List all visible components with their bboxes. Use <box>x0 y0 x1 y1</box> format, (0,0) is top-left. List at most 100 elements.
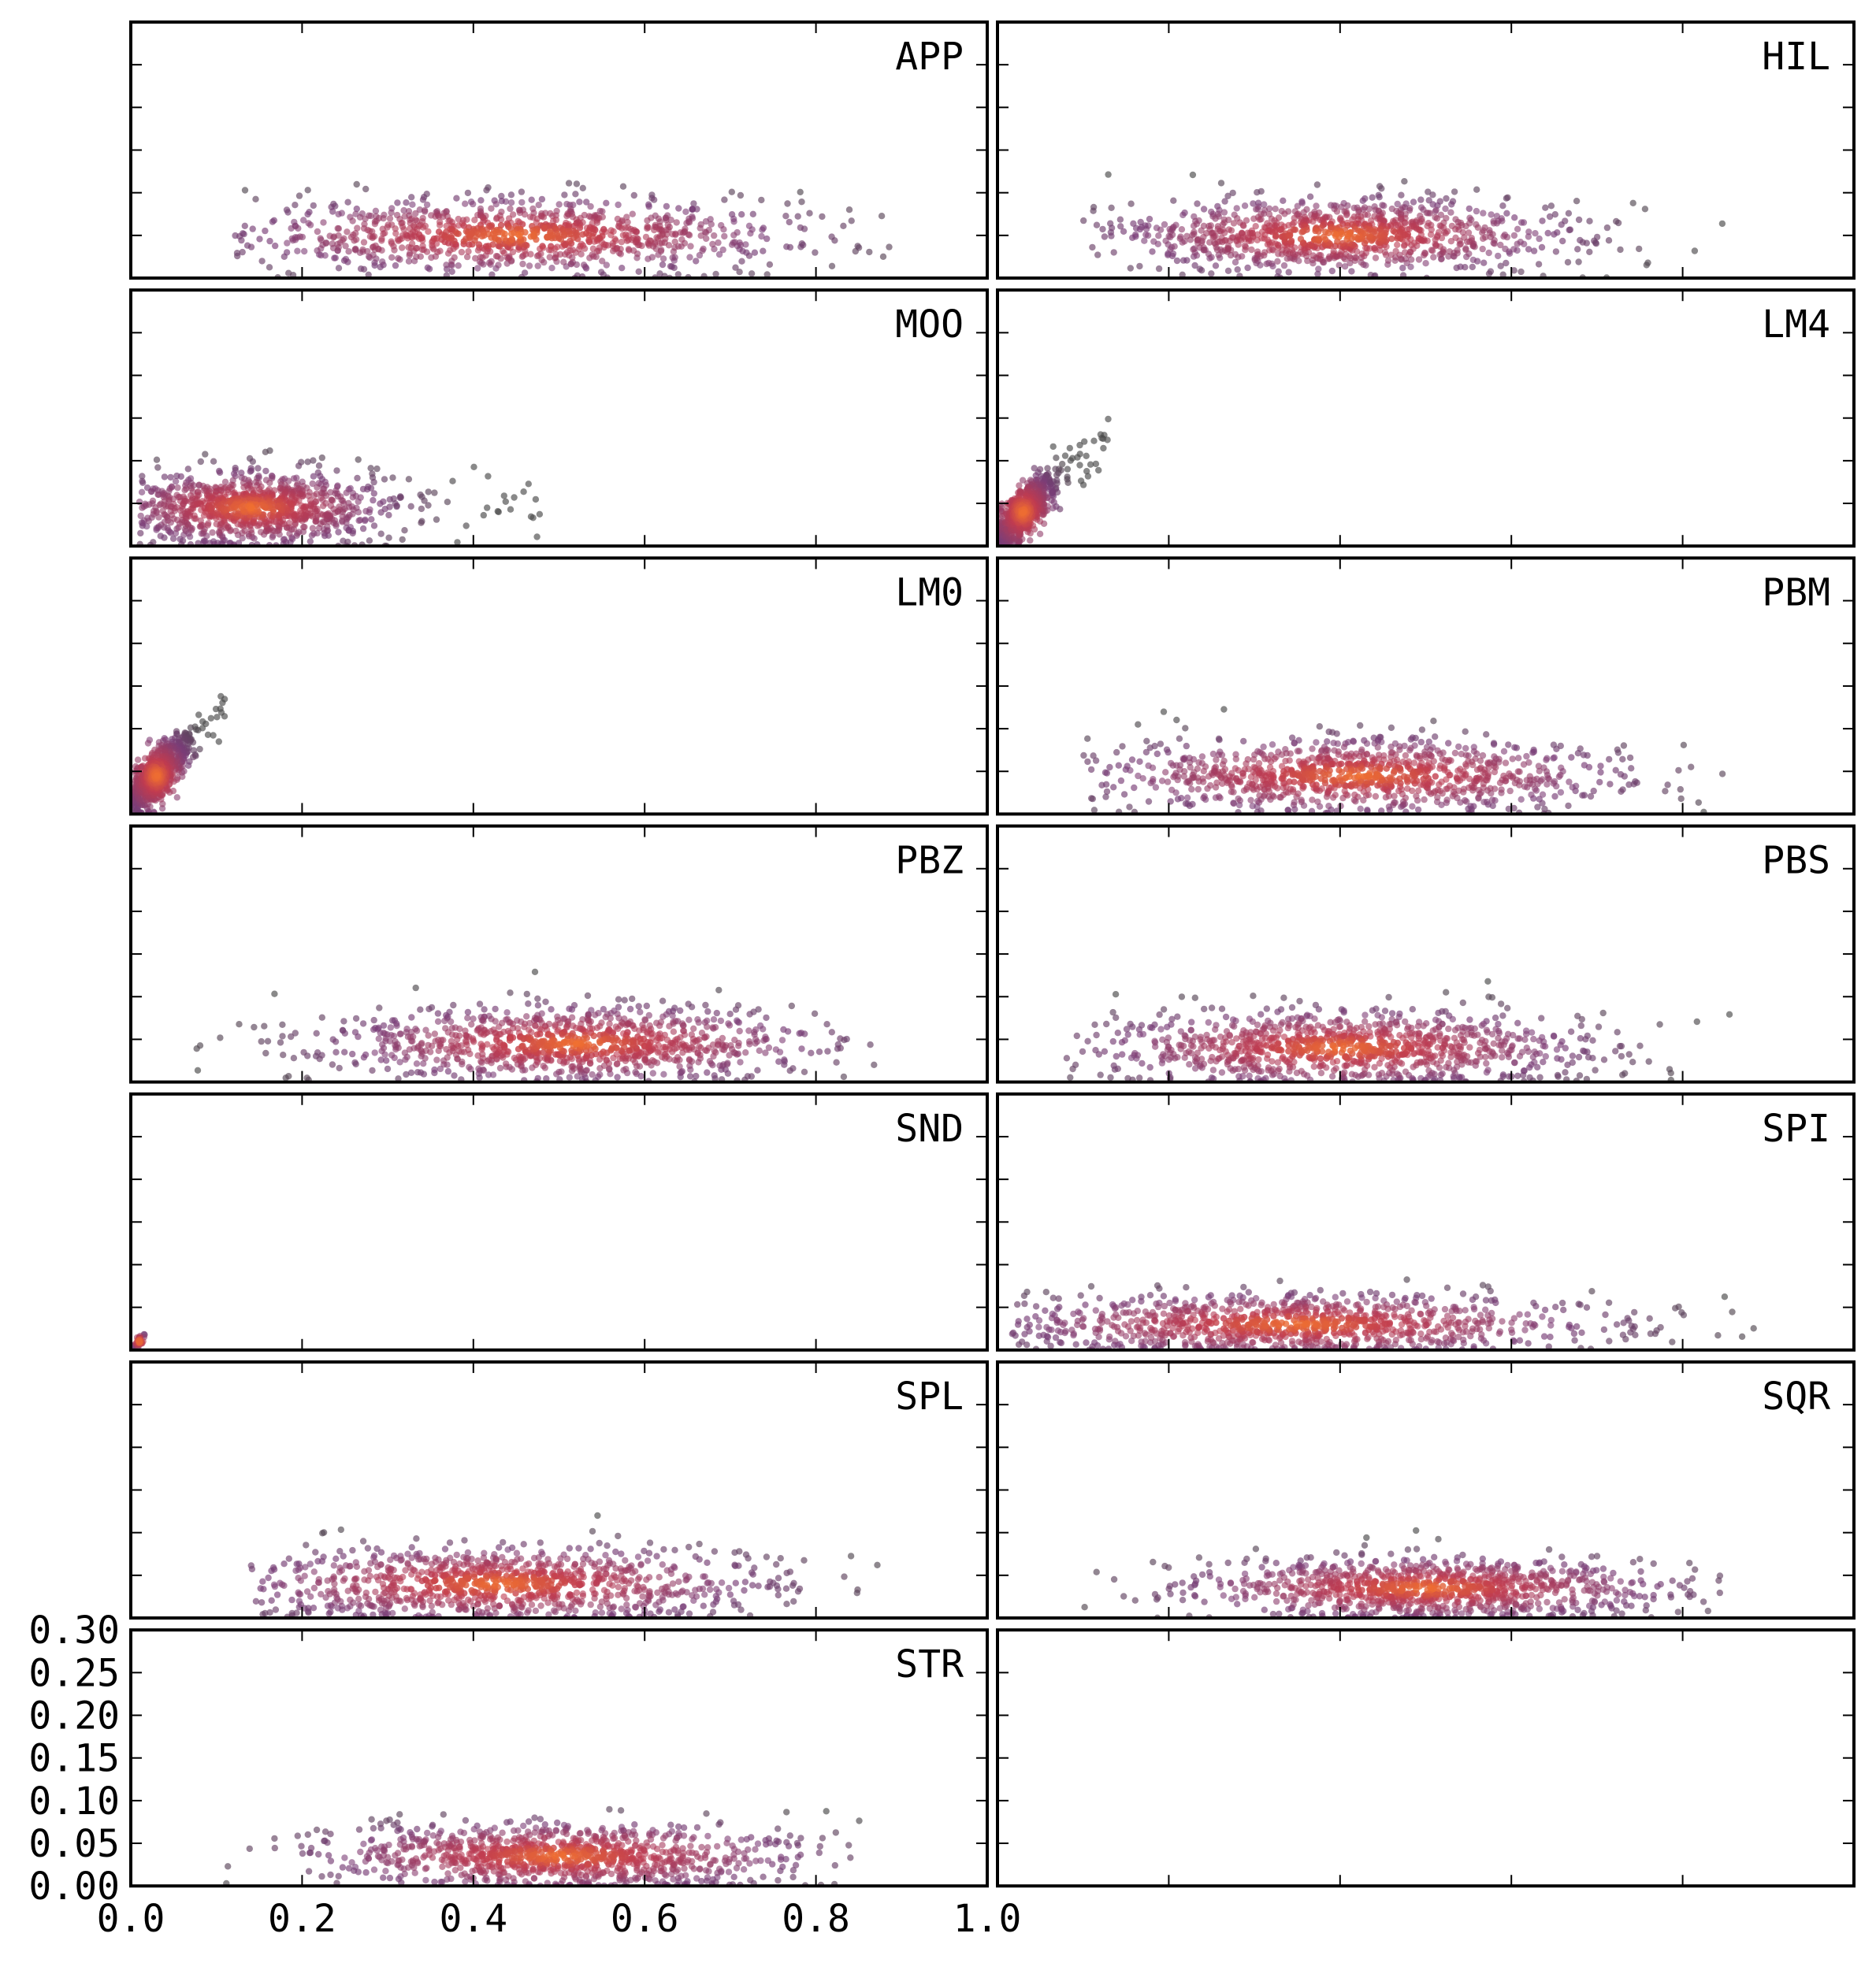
scatter-point <box>1252 223 1259 230</box>
scatter-point <box>370 478 377 486</box>
scatter-point <box>845 206 853 213</box>
scatter-point <box>1146 744 1153 751</box>
scatter-point <box>357 265 365 273</box>
scatter-point <box>465 248 472 255</box>
scatter-point <box>1335 262 1343 269</box>
scatter-point <box>1443 195 1450 202</box>
scatter-point <box>342 243 349 250</box>
scatter-point <box>1168 786 1176 793</box>
scatter-point <box>483 187 490 194</box>
scatter-point <box>674 271 682 278</box>
scatter-point <box>1502 245 1509 253</box>
scatter-point <box>1136 225 1144 233</box>
scatter-point <box>1544 771 1551 779</box>
scatter-point <box>532 495 540 503</box>
scatter-point <box>1566 226 1573 234</box>
scatter-point <box>674 243 682 250</box>
scatter-point <box>1629 199 1636 206</box>
scatter-point <box>1061 452 1069 459</box>
scatter-point <box>1343 211 1350 219</box>
scatter-point <box>1106 763 1113 771</box>
scatter-point <box>1250 200 1257 207</box>
scatter-point <box>1157 226 1165 233</box>
scatter-point <box>1333 807 1341 815</box>
scatter-point <box>352 245 359 253</box>
scatter-point <box>332 254 339 262</box>
scatter-point <box>425 228 432 236</box>
scatter-point <box>687 243 694 250</box>
scatter-point <box>653 234 660 241</box>
scatter-point <box>1387 743 1395 751</box>
scatter-point <box>1232 755 1240 763</box>
scatter-point <box>1278 751 1286 759</box>
scatter-point <box>1180 773 1188 780</box>
scatter-point <box>1365 205 1373 213</box>
scatter-point <box>187 724 195 731</box>
scatter-point <box>1480 235 1487 243</box>
scatter-point <box>1619 786 1626 793</box>
scatter-point <box>1090 807 1098 814</box>
panel-label: MOO <box>895 302 964 347</box>
scatter-point <box>1535 763 1543 770</box>
scatter-point <box>630 191 637 199</box>
scatter-point <box>489 241 496 248</box>
scatter-point <box>310 492 318 499</box>
scatter-point <box>1499 271 1506 278</box>
scatter-point <box>239 248 246 256</box>
scatter-point <box>749 210 756 217</box>
scatter-point <box>1480 799 1488 806</box>
scatter-point <box>1542 204 1549 211</box>
scatter-point <box>1049 505 1057 512</box>
scatter-point <box>169 495 177 503</box>
scatter-point <box>527 250 534 258</box>
scatter-point <box>1158 777 1166 785</box>
scatter-point <box>1173 716 1180 724</box>
scatter-point <box>173 794 180 801</box>
scatter-point <box>1234 266 1241 273</box>
scatter-point <box>1215 793 1223 800</box>
scatter-point <box>177 473 184 481</box>
scatter-point <box>1208 270 1215 277</box>
scatter-point <box>520 488 527 495</box>
scatter-point <box>322 239 330 247</box>
scatter-point <box>1092 757 1100 764</box>
scatter-point <box>1113 748 1120 756</box>
scatter-point <box>1534 803 1541 811</box>
scatter-point <box>1240 222 1247 229</box>
scatter-point <box>1536 796 1543 803</box>
scatter-point <box>1457 263 1464 270</box>
scatter-point <box>1469 263 1477 271</box>
scatter-point <box>1105 171 1112 178</box>
scatter-point <box>257 529 265 536</box>
scatter-point <box>1080 751 1087 759</box>
scatter-point <box>1325 803 1332 810</box>
scatter-point <box>597 269 605 276</box>
scatter-point <box>697 232 704 239</box>
scatter-point <box>422 208 429 215</box>
scatter-point <box>1364 211 1372 218</box>
scatter-point <box>1178 795 1185 802</box>
scatter-point <box>352 230 359 237</box>
scatter-point <box>173 516 181 524</box>
scatter-point <box>596 234 603 241</box>
scatter-point <box>1587 792 1595 800</box>
scatter-point <box>539 243 546 250</box>
scatter-point <box>372 242 379 250</box>
scatter-point <box>1596 778 1603 786</box>
scatter-point <box>335 210 342 218</box>
scatter-point <box>1093 221 1101 228</box>
scatter-point <box>1162 769 1169 776</box>
scatter-point <box>1505 805 1513 813</box>
scatter-point <box>378 235 385 243</box>
scatter-point <box>217 709 225 716</box>
scatter-point <box>306 538 314 545</box>
panel-lm4: LM4 <box>996 288 1856 548</box>
scatter-point <box>436 221 444 228</box>
scatter-point <box>492 253 500 260</box>
scatter-point <box>164 524 171 532</box>
scatter-point <box>619 183 627 190</box>
scatter-point <box>210 458 217 465</box>
scatter-point <box>1294 202 1302 210</box>
scatter-point <box>488 258 495 265</box>
scatter-point <box>1229 189 1236 197</box>
